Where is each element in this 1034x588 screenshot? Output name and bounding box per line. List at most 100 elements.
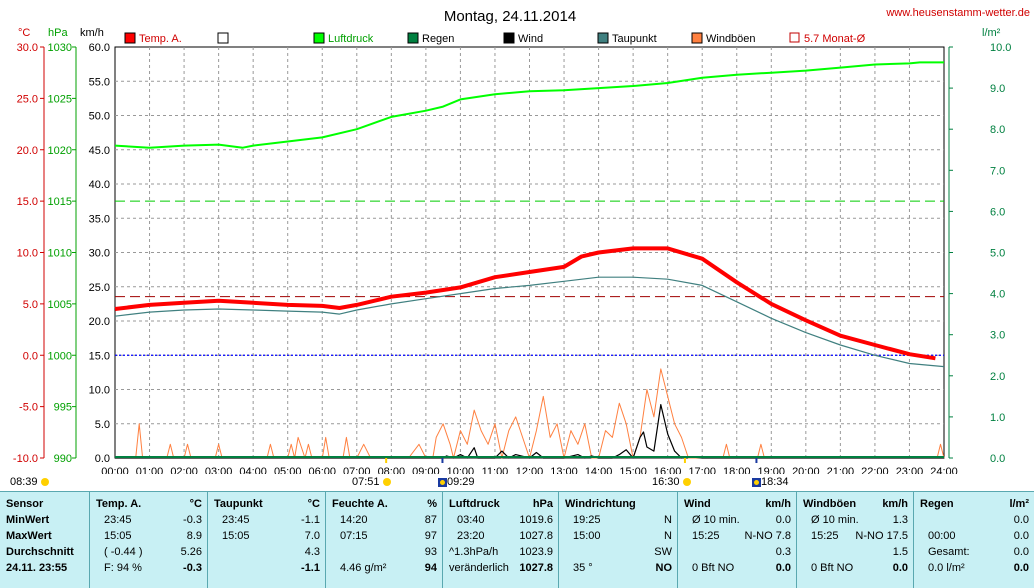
press-row-2-value: 1023.9 [519,546,553,558]
wind-tick-label: 35.0 [89,213,110,225]
temp-row-1-value: 8.9 [186,530,202,542]
press-header: Luftdruck [449,498,500,510]
moonset-icon [752,477,761,487]
sunset-marker: 16:30 [652,476,691,488]
legend-swatch-4 [503,32,515,44]
x-tick-label: 06:00 [308,466,336,474]
temp-tick-label: 0.0 [23,350,38,362]
x-tick-label: 05:00 [274,466,302,474]
wind-header: Wind [684,498,711,510]
temp-tick-label: 15.0 [17,196,38,208]
series-line-2 [114,61,944,149]
legend-label-0: Temp. A. [139,33,182,45]
hum-row-2-value: 93 [424,546,437,558]
rain-row-1-label: 00:00 [928,530,956,542]
dir-header: Windrichtung [565,498,636,510]
wind-tick-label: 5.0 [95,419,110,431]
left-time-label: 08:39 [10,476,38,488]
dir-row-2-value: SW [654,546,672,558]
weather-chart: Montag, 24.11.2014 www.heusenstamm-wette… [13,7,1030,474]
hum-unit: % [427,498,437,510]
row-label-max: MaxWert [6,530,52,542]
temp-row-3-value: -0.3 [183,562,202,574]
row-label-now: 24.11. 23:55 [6,562,68,574]
rain-row-2-value: 0.0 [1013,546,1029,558]
rain-row-0-value: 0.0 [1013,514,1029,526]
wind-row-0-label: Ø 10 min. [692,514,740,526]
x-tick-label: 00:00 [101,466,129,474]
moonset-marker: 18:34 [752,476,789,488]
x-tick-label: 12:00 [516,466,544,474]
wind-row-2-value: 0.3 [775,546,791,558]
dir-row-0-value: N [664,514,672,526]
temp-row-1-label: 15:05 [104,530,132,542]
wind-tick-label: 15.0 [89,350,110,362]
legend-swatch-3 [407,32,419,44]
hum-row-1-label: 07:15 [340,530,368,542]
wind-row-3-label: 0 Bft NO [692,562,735,574]
rain-row-3-label: 0.0 l/m² [928,562,965,574]
press-row-0-value: 1019.6 [519,514,553,526]
temp-tick-label: 25.0 [17,93,38,105]
wind-tick-label: 45.0 [89,145,110,157]
legend-swatch-7 [789,32,800,43]
press-tick-label: 990 [54,453,72,465]
hum-row-3-value: 94 [424,562,437,574]
x-tick-label: 18:00 [723,466,751,474]
wind-row-0-value: 0.0 [775,514,791,526]
x-tick-label: 14:00 [585,466,613,474]
x-tick-label: 19:00 [758,466,786,474]
legend-label-4: Wind [518,33,543,45]
gust-row-1-value: N-NO 17.5 [855,530,908,542]
grid [114,46,945,459]
rain-tick-label: 9.0 [990,83,1005,95]
temp-header: Temp. A. [96,498,142,510]
wind-unit: km/h [765,498,791,510]
sunset-icon [682,478,691,487]
col-hum: Feuchte A.% 14:20 87 07:15 97 93 4.46 g/m² 94 [325,492,443,588]
x-tick-label: 07:00 [343,466,371,474]
moonrise-label: 09:29 [447,476,475,488]
x-tick-label: 11:00 [482,466,509,474]
dew-unit: °C [307,498,320,510]
site-link[interactable]: www.heusenstamm-wetter.de [885,7,1030,19]
col-gust: Windböen km/h Ø 10 min. 1.3 15:25 N-NO 17.5 1.… [796,492,914,588]
dew-row-1-label: 15:05 [222,530,250,542]
legend-swatch-2 [313,32,325,44]
temp-row-0-label: 23:45 [104,514,132,526]
hum-header: Feuchte A. [332,498,388,510]
sunrise-label: 07:51 [352,476,380,488]
rain-tick-label: 1.0 [990,412,1005,424]
hum-row-0-value: 87 [424,514,437,526]
x-tick-label: 23:00 [896,466,924,474]
x-tick-label: 13:00 [550,466,578,474]
x-tick-label: 09:00 [412,466,440,474]
press-tick-label: 1010 [48,248,72,260]
temp-tick-label: -10.0 [13,453,38,465]
wind-tick-label: 20.0 [89,316,110,328]
col-press: Luftdruck hPa 03:40 1019.6 23:20 1027.8 ^1.3hP… [442,492,559,588]
press-unit: hPa [532,498,553,510]
gust-row-2-value: 1.5 [892,546,908,558]
unit-press: hPa [48,27,68,39]
rain-header: Regen [920,498,954,510]
left-time: 08:39 [10,476,49,488]
rain-row-3-value: 0.0 [1013,562,1029,574]
x-tick-label: 22:00 [861,466,889,474]
hum-row-3-label: 4.46 g/m² [340,562,387,574]
gust-unit: km/h [882,498,908,510]
x-tick-label: 21:00 [827,466,855,474]
temp-row-2-label: ( -0.44 ) [104,546,143,558]
wind-tick-label: 40.0 [89,179,110,191]
wind-tick-label: 0.0 [95,453,110,465]
gust-row-0-label: Ø 10 min. [811,514,859,526]
x-tick-label: 24:00 [930,466,958,474]
gust-header: Windböen [803,498,857,510]
dew-row-1-value: 7.0 [304,530,320,542]
legend-label-6: Windböen [706,33,756,45]
legend-label-5: Taupunkt [612,33,657,45]
legend: Temp. A. Luftdruck Regen Wind Taupunkt Windbö… [124,32,866,45]
hum-row-1-value: 97 [424,530,437,542]
unit-temp: °C [18,27,30,39]
dir-row-1-label: 15:00 [573,530,601,542]
